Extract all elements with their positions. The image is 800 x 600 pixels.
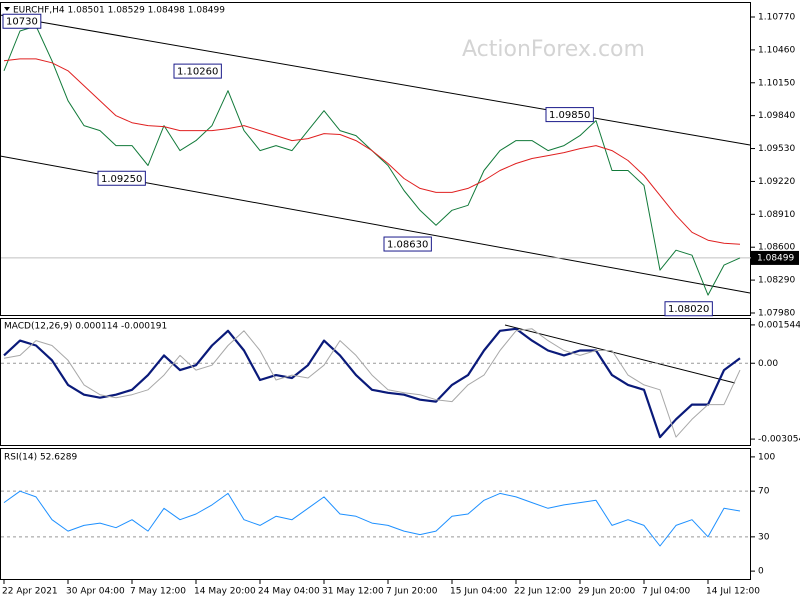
y-tick-label: 0 bbox=[758, 567, 764, 577]
channel-upper bbox=[0, 14, 751, 146]
y-tick-label: 1.10150 bbox=[758, 78, 795, 88]
x-tick-label: 22 Jun 12:00 bbox=[514, 587, 571, 597]
x-tick-label: 14 Jul 12:00 bbox=[706, 587, 760, 597]
x-tick-label: 30 Apr 04:00 bbox=[66, 587, 125, 597]
series-line bbox=[3, 58, 741, 245]
x-tick-label: 7 Jul 04:00 bbox=[642, 587, 691, 597]
annotation-label: 1.08630 bbox=[387, 240, 428, 251]
y-tick-label: 1.08910 bbox=[758, 210, 795, 220]
y-tick-label: 1.10460 bbox=[758, 45, 795, 55]
price-header: EURCHF,H4 1.08501 1.08529 1.08498 1.0849… bbox=[13, 6, 225, 16]
x-tick-label: 7 Jun 20:00 bbox=[386, 587, 438, 597]
x-tick-label: 31 May 12:00 bbox=[322, 587, 384, 597]
macd-header: MACD(12,26,9) 0.000114 -0.000191 bbox=[4, 322, 167, 332]
annotation-box bbox=[664, 301, 713, 317]
x-tick-label: 14 May 20:00 bbox=[194, 587, 256, 597]
y-tick-label: 100 bbox=[758, 452, 775, 462]
rsi-panel bbox=[0, 448, 751, 580]
annotation-box bbox=[383, 236, 432, 252]
y-tick-label: 1.08290 bbox=[758, 276, 795, 286]
y-tick-label: 1.09530 bbox=[758, 144, 795, 154]
y-tick-label: 0.00 bbox=[758, 359, 778, 369]
y-tick-label: 70 bbox=[758, 487, 770, 497]
annotation-label: 1.10260 bbox=[177, 67, 218, 78]
last-price-tag bbox=[751, 250, 799, 265]
y-tick-label: 30 bbox=[758, 532, 770, 542]
annotation-box bbox=[545, 107, 594, 123]
series-line bbox=[3, 327, 741, 439]
annotation-box bbox=[2, 13, 42, 29]
annotation-label: 1.08020 bbox=[668, 304, 709, 315]
rsi-header: RSI(14) 52.6289 bbox=[4, 453, 77, 463]
y-tick-label: 1.09220 bbox=[758, 177, 795, 187]
y-tick-label: 1.08600 bbox=[758, 243, 795, 253]
x-tick-label: 15 Jun 04:00 bbox=[450, 587, 507, 597]
annotation-label: 10730 bbox=[6, 17, 38, 28]
y-tick-label: 1.07980 bbox=[758, 308, 795, 318]
last-price-label: 1.08499 bbox=[757, 253, 794, 263]
series-line bbox=[3, 490, 741, 547]
annotation-label: 1.09850 bbox=[549, 110, 590, 121]
y-tick-label: 1.09840 bbox=[758, 111, 795, 121]
x-tick-label: 29 Jun 20:00 bbox=[578, 587, 635, 597]
annotation-label: 1.09250 bbox=[101, 174, 142, 185]
menu-arrow bbox=[4, 7, 10, 11]
price-panel bbox=[0, 2, 751, 316]
watermark: ActionForex.com bbox=[462, 37, 645, 62]
annotation-box bbox=[97, 170, 146, 186]
x-tick-label: 7 May 12:00 bbox=[130, 587, 186, 597]
y-tick-label: 1.10770 bbox=[758, 13, 795, 23]
series-line bbox=[3, 328, 741, 438]
x-tick-label: 22 Apr 2021 bbox=[2, 587, 58, 597]
y-tick-label: -0.003054 bbox=[758, 435, 800, 445]
x-tick-label: 24 May 04:00 bbox=[258, 587, 320, 597]
annotation-box bbox=[173, 63, 222, 79]
macd-panel bbox=[0, 318, 751, 446]
y-tick-label: 0.001544 bbox=[758, 320, 800, 330]
macd-trendline bbox=[504, 324, 736, 384]
